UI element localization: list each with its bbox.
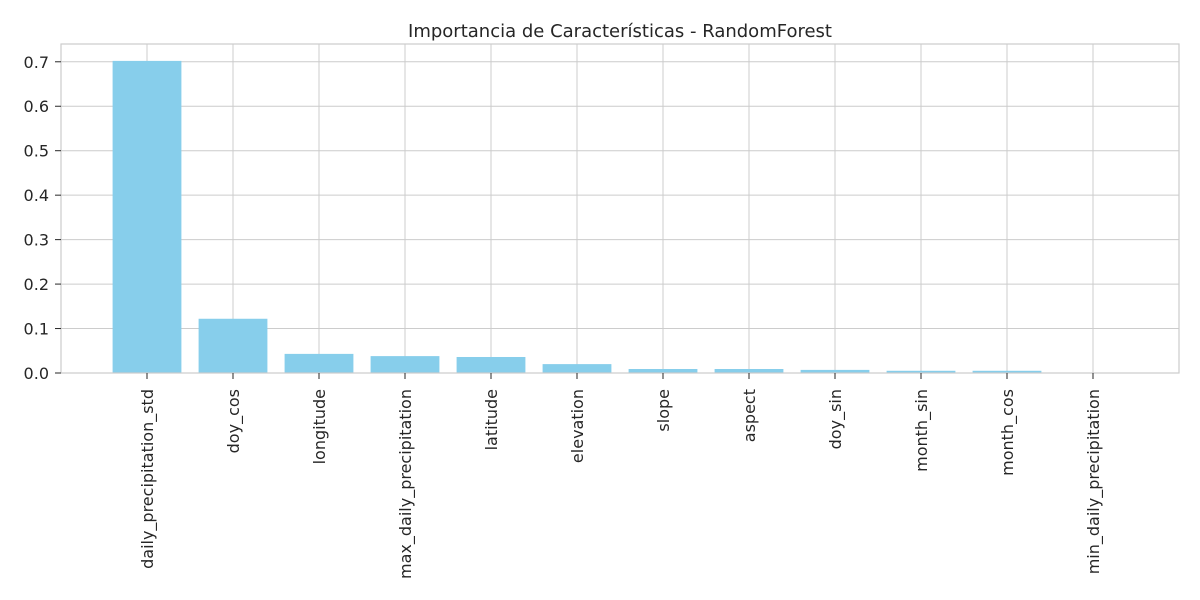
grid-lines: [61, 44, 1179, 374]
x-tick-label: doy_sin: [826, 389, 846, 449]
x-tick-label: aspect: [740, 389, 759, 442]
bar-doy_sin: [800, 369, 870, 373]
plot-frame: [60, 43, 1180, 374]
bars: [112, 60, 1128, 374]
x-tick-label: daily_precipitation_std: [138, 389, 158, 569]
bar-latitude: [456, 356, 526, 373]
y-axis-ticks: 0.0 0.1 0.2 0.3 0.4 0.5 0.6 0.7: [24, 53, 61, 383]
bar-daily_precipitation_std: [112, 60, 182, 374]
y-tick-label: 0.1: [24, 320, 49, 339]
bar-elevation: [542, 364, 612, 373]
y-tick-label: 0.3: [24, 231, 49, 250]
x-tick-label: latitude: [482, 389, 501, 450]
x-tick-label: elevation: [568, 389, 587, 463]
y-tick-label: 0.0: [24, 364, 49, 383]
y-tick-label: 0.4: [24, 186, 49, 205]
x-tick-label: longitude: [310, 389, 329, 464]
y-tick-label: 0.6: [24, 97, 49, 116]
x-tick-label: max_daily_precipitation: [396, 389, 416, 579]
y-tick-label: 0.7: [24, 53, 49, 72]
bar-month_sin: [886, 370, 956, 373]
x-tick-label: doy_cos: [224, 389, 244, 453]
x-tick-label: min_daily_precipitation: [1084, 389, 1104, 574]
bar-aspect: [714, 368, 784, 373]
y-tick-label: 0.2: [24, 275, 49, 294]
x-tick-label: month_cos: [998, 389, 1018, 476]
bar-slope: [628, 368, 698, 373]
x-tick-label: month_sin: [912, 389, 932, 472]
x-axis-ticks: daily_precipitation_std doy_cos longitude m…: [138, 373, 1104, 579]
chart-title: Importancia de Características - RandomF…: [408, 21, 832, 42]
bar-month_cos: [972, 370, 1042, 373]
y-tick-label: 0.5: [24, 142, 49, 161]
bar-max_daily_precipitation: [370, 356, 440, 373]
x-tick-label: slope: [654, 389, 673, 432]
bar-doy_cos: [198, 318, 268, 373]
bar-longitude: [284, 353, 354, 373]
